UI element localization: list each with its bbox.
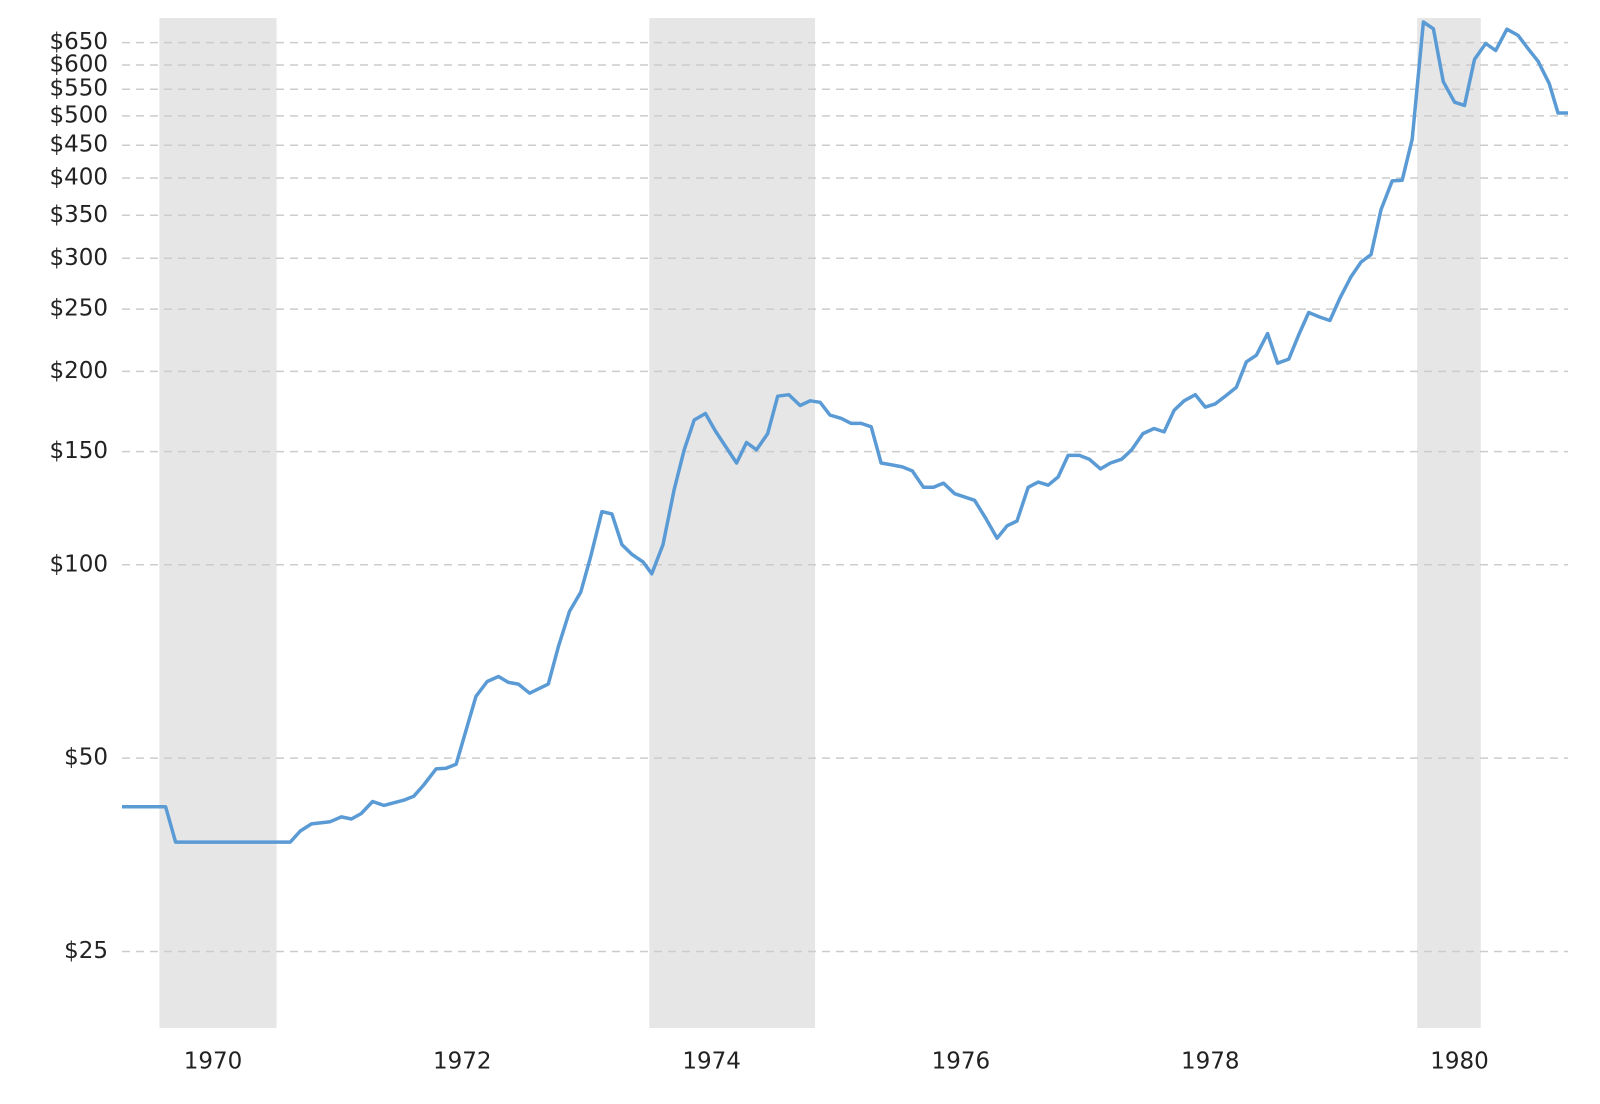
y-tick-label: $250 [49, 296, 108, 322]
recession-shade [1417, 18, 1481, 1028]
x-tick-label: 1970 [184, 1049, 243, 1075]
y-tick-label: $500 [49, 102, 108, 128]
y-tick-label: $350 [49, 202, 108, 228]
x-tick-label: 1980 [1430, 1049, 1489, 1075]
y-tick-label: $200 [49, 358, 108, 384]
y-tick-label: $25 [64, 938, 108, 964]
x-tick-label: 1974 [682, 1049, 741, 1075]
x-tick-label: 1972 [433, 1049, 492, 1075]
y-tick-label: $150 [49, 438, 108, 464]
y-tick-label: $650 [49, 29, 108, 55]
y-tick-label: $400 [49, 165, 108, 191]
y-tick-label: $450 [49, 132, 108, 158]
y-tick-label: $100 [49, 551, 108, 577]
y-tick-label: $50 [64, 745, 108, 771]
y-tick-label: $300 [49, 245, 108, 271]
price-line [122, 20, 1568, 844]
y-tick-label: $550 [49, 76, 108, 102]
recession-shade [649, 18, 816, 1028]
x-tick-label: 1976 [932, 1049, 991, 1075]
y-tick-label: $600 [49, 51, 108, 77]
recession-shade [159, 18, 277, 1028]
x-tick-label: 1978 [1181, 1049, 1240, 1075]
